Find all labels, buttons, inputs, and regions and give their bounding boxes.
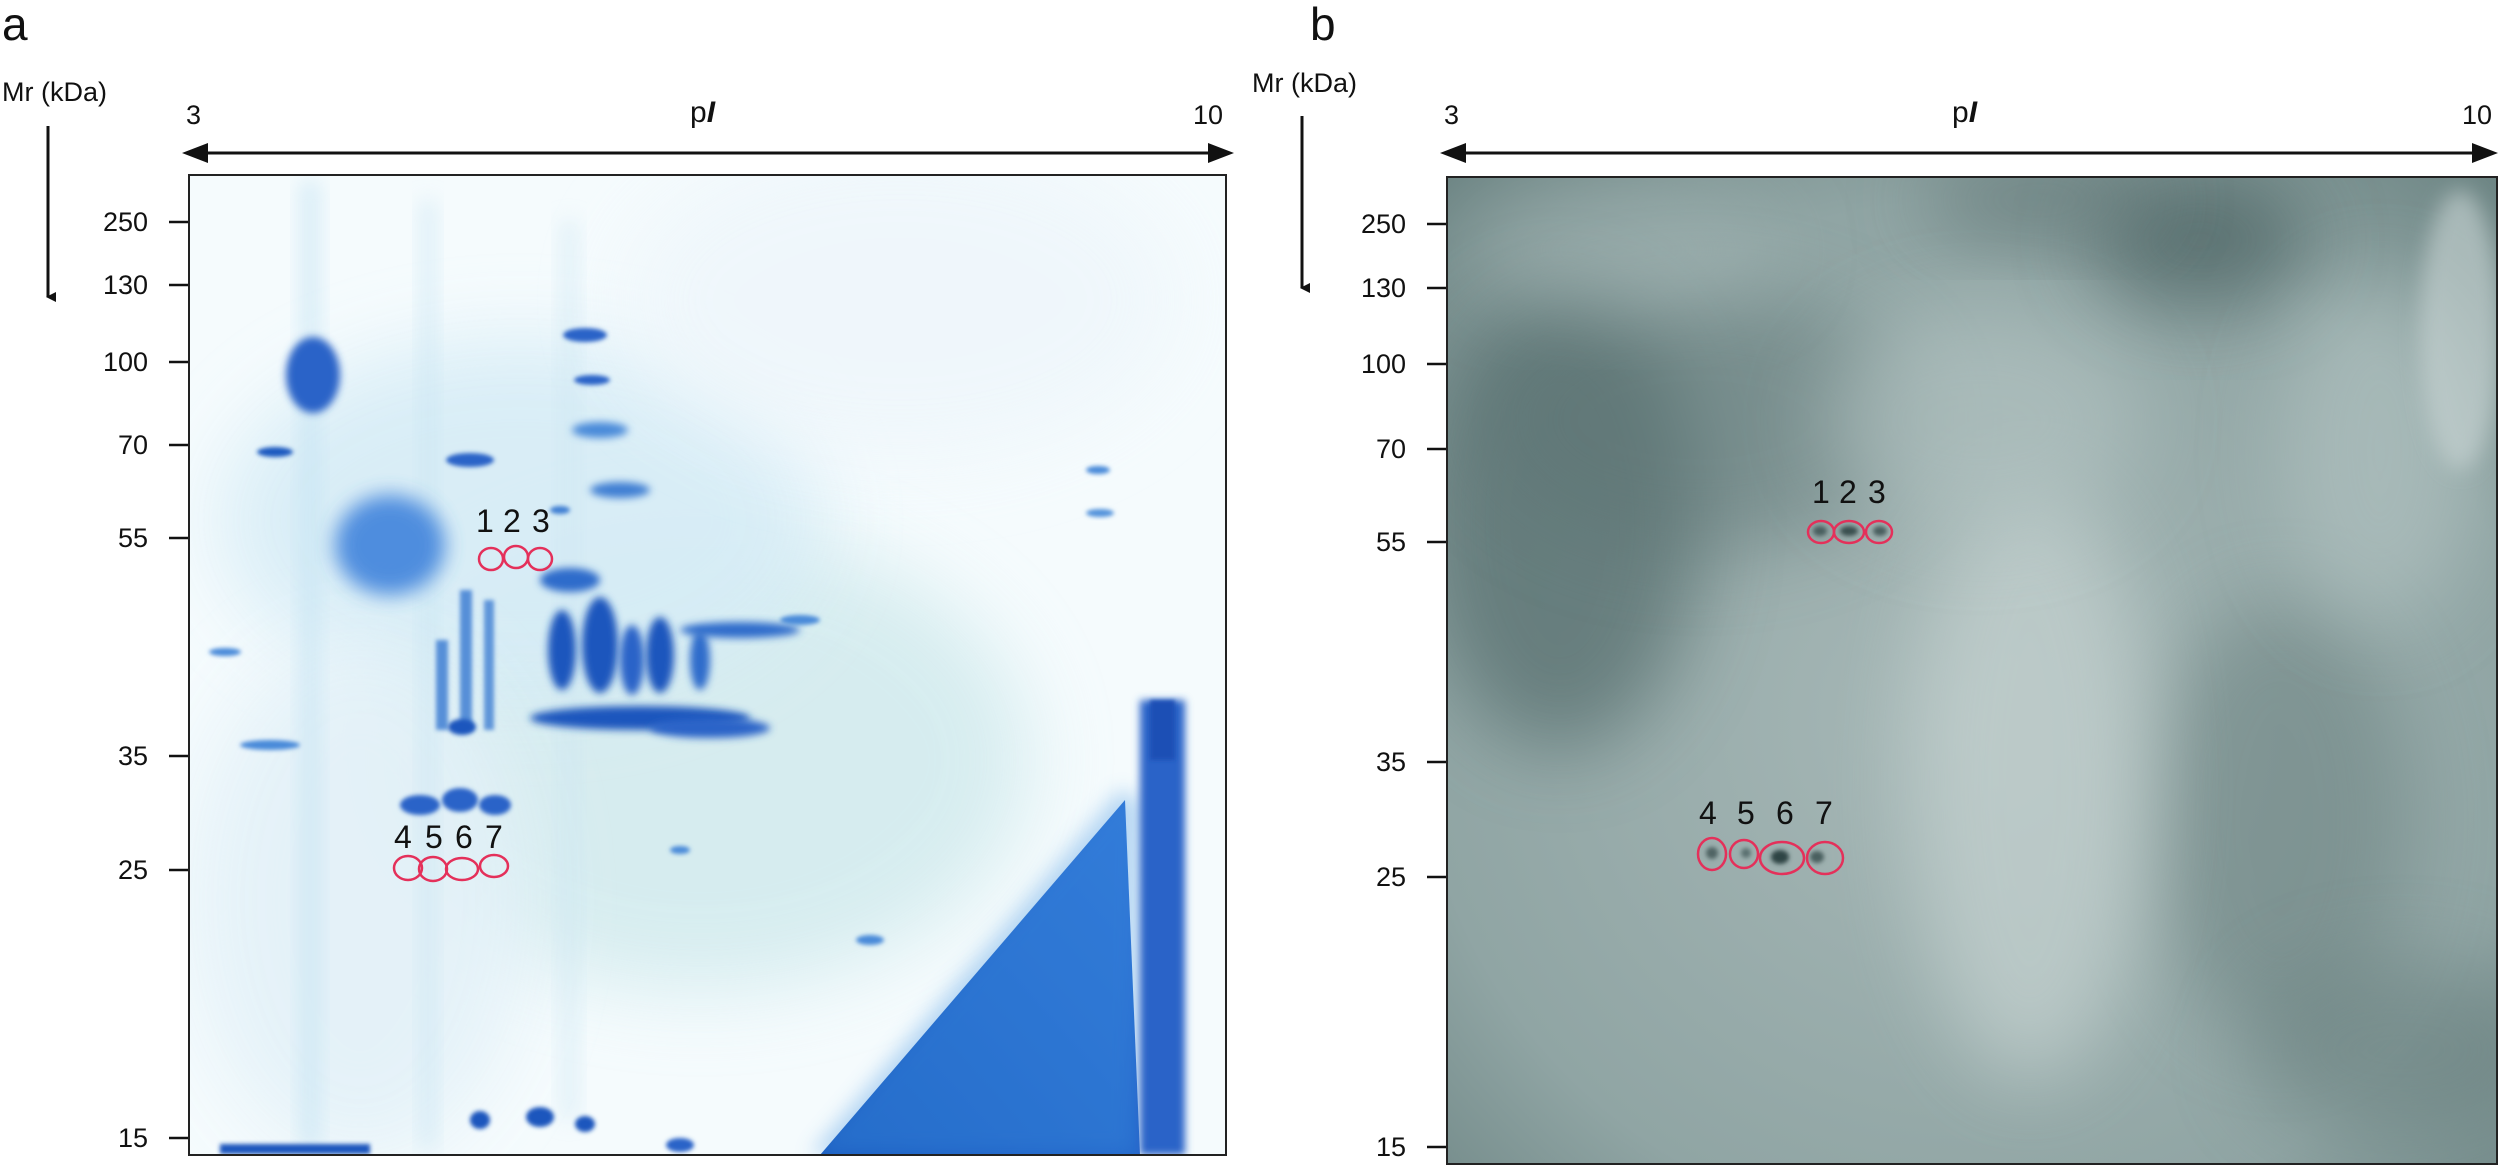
- panel-b-x-max-label: 10: [2462, 100, 2492, 130]
- mw-tick-label: 130: [103, 270, 148, 300]
- spot-label: 3: [532, 503, 550, 539]
- panel-b-spot-group-1: 1 2 3: [1806, 474, 1894, 545]
- spot-label: 2: [503, 503, 521, 539]
- mw-tick-label: 15: [1376, 1132, 1406, 1162]
- mw-tick-label: 100: [103, 347, 148, 377]
- mw-tick-label: 35: [118, 741, 148, 771]
- spot-label: 5: [425, 819, 443, 855]
- spot-label: 7: [485, 819, 503, 855]
- panel-a-gel-image: [189, 175, 1226, 1155]
- panel-b-mw-ticks: 250 130 100 70 55 35 25 15: [1361, 209, 1447, 1162]
- spot-circle: [1758, 840, 1806, 876]
- mw-tick-label: 100: [1361, 349, 1406, 379]
- panel-b-letter: b: [1310, 0, 1336, 50]
- panel-b-blot-border: [1446, 176, 2498, 1165]
- panel-a-y-axis-label: Mr (kDa): [2, 77, 107, 107]
- panel-a-pi-prefix: p: [690, 96, 707, 129]
- panel-b-blot-image: [1447, 177, 2497, 1164]
- panel-b-x-min-label: 3: [1444, 100, 1459, 130]
- panel-b-ph-arrow: [1440, 143, 2498, 163]
- panel-b-pi-prefix: p: [1952, 96, 1969, 129]
- mw-tick-label: 15: [118, 1123, 148, 1153]
- mw-tick-label: 130: [1361, 273, 1406, 303]
- spot-label: 7: [1815, 795, 1833, 831]
- spot-circle: [526, 546, 554, 572]
- spot-circle: [1696, 836, 1728, 872]
- spot-circle: [1805, 840, 1845, 876]
- spot-circle: [1728, 838, 1760, 870]
- panel-b-pi-italic: I: [1969, 96, 1978, 129]
- spot-label: 1: [476, 503, 494, 539]
- mw-tick-label: 70: [118, 430, 148, 460]
- panel-b-y-axis-label: Mr (kDa): [1252, 68, 1357, 98]
- spot-label: 4: [1699, 795, 1717, 831]
- panel-a-pi-label: pI: [690, 96, 716, 129]
- mw-tick-label: 55: [118, 523, 148, 553]
- spot-label: 6: [455, 819, 473, 855]
- panel-a-x-min-label: 3: [186, 100, 201, 130]
- panel-a-ph-arrow: [182, 143, 1234, 163]
- spot-circle: [478, 853, 510, 879]
- spot-circle: [1864, 519, 1894, 545]
- panel-b-spot-group-2: 4 5 6 7: [1696, 795, 1845, 876]
- panel-a-mw-ticks: 250 130 100 70 55 35 25 15: [103, 207, 189, 1153]
- mw-tick-label: 25: [118, 855, 148, 885]
- panel-a-x-max-label: 10: [1193, 100, 1223, 130]
- spot-circle: [444, 856, 480, 882]
- mw-tick-label: 25: [1376, 862, 1406, 892]
- mw-tick-label: 55: [1376, 527, 1406, 557]
- panel-a-gel-border: [188, 174, 1227, 1156]
- mw-tick-label: 35: [1376, 747, 1406, 777]
- panel-a-letter: a: [2, 0, 28, 50]
- mw-tick-label: 70: [1376, 434, 1406, 464]
- panel-a-pi-italic: I: [707, 96, 716, 129]
- spot-label: 5: [1737, 795, 1755, 831]
- spot-label: 6: [1776, 795, 1794, 831]
- panel-b-pi-label: pI: [1952, 96, 1978, 129]
- panel-a-spot-group-2: 4 5 6 7: [392, 819, 510, 883]
- spot-label: 4: [394, 819, 412, 855]
- mw-tick-label: 250: [1361, 209, 1406, 239]
- spot-label: 2: [1839, 474, 1857, 510]
- panel-a-spot-group-1: 1 2 3: [476, 503, 554, 572]
- mw-tick-label: 250: [103, 207, 148, 237]
- spot-circle: [1832, 519, 1866, 545]
- spot-label: 1: [1812, 474, 1830, 510]
- spot-circle: [392, 854, 424, 882]
- spot-label: 3: [1868, 474, 1886, 510]
